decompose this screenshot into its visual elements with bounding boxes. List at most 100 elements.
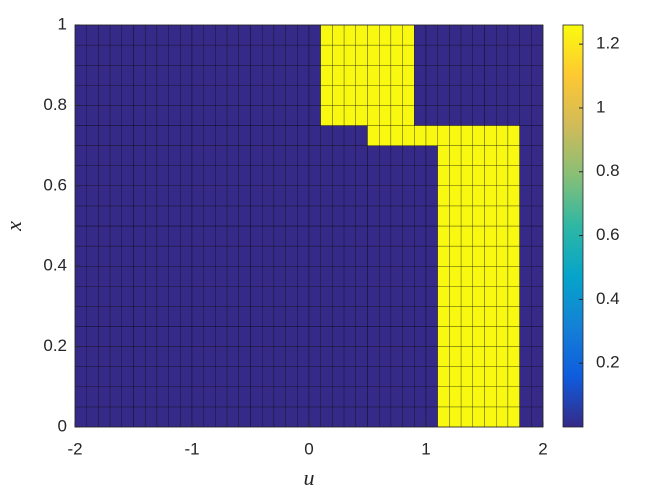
- cell: [343, 125, 357, 146]
- cell: [343, 245, 357, 267]
- cell: [203, 85, 216, 106]
- cell: [273, 306, 286, 327]
- cell: [168, 346, 181, 367]
- cell: [390, 85, 403, 106]
- cell: [226, 165, 240, 186]
- cell: [144, 245, 158, 267]
- cell: [531, 24, 544, 46]
- cell: [191, 326, 204, 347]
- cell: [402, 64, 415, 86]
- cell: [507, 44, 520, 66]
- cell: [203, 386, 216, 408]
- cell: [109, 44, 122, 66]
- cell: [144, 386, 158, 408]
- cell: [250, 266, 263, 287]
- cell: [402, 225, 415, 247]
- cell: [320, 306, 333, 327]
- cell: [425, 326, 438, 347]
- cell: [425, 245, 438, 267]
- cell: [484, 145, 497, 166]
- cell: [320, 205, 333, 227]
- cell: [191, 145, 204, 166]
- cell: [74, 205, 87, 227]
- cell: [191, 225, 204, 247]
- cell: [98, 266, 111, 287]
- cell: [390, 225, 403, 247]
- cell: [355, 326, 368, 347]
- cell: [109, 306, 122, 327]
- cell: [320, 346, 333, 367]
- cell: [531, 326, 544, 347]
- cell: [215, 366, 228, 388]
- cell: [86, 286, 99, 307]
- cell: [74, 245, 87, 267]
- cell: [86, 125, 99, 146]
- cell: [250, 64, 263, 86]
- cell: [414, 64, 427, 86]
- cell: [472, 165, 485, 186]
- cell: [74, 306, 87, 327]
- cell: [437, 406, 450, 428]
- cell: [109, 145, 122, 166]
- cell: [203, 125, 216, 146]
- cell: [472, 266, 485, 287]
- cell: [156, 245, 169, 267]
- cell: [226, 205, 240, 227]
- cell: [519, 105, 532, 126]
- cell: [168, 386, 181, 408]
- cell: [180, 225, 193, 247]
- cell: [414, 386, 427, 408]
- cell: [460, 225, 474, 247]
- cell: [191, 346, 204, 367]
- cell: [402, 24, 415, 46]
- cell: [355, 85, 368, 106]
- cell: [332, 105, 345, 126]
- colorbar-tick-label: 1: [596, 97, 605, 116]
- cell: [484, 406, 497, 428]
- cell: [297, 366, 310, 388]
- cell: [425, 406, 438, 428]
- cell: [519, 64, 532, 86]
- cell: [460, 366, 474, 388]
- cell: [156, 24, 169, 46]
- cell: [437, 185, 450, 207]
- cell: [144, 85, 158, 106]
- cell: [472, 145, 485, 166]
- cell: [203, 185, 216, 207]
- cell: [215, 64, 228, 86]
- cell: [519, 386, 532, 408]
- cell: [355, 266, 368, 287]
- cell: [297, 165, 310, 186]
- cell: [390, 205, 403, 227]
- cell: [460, 165, 474, 186]
- cell: [449, 306, 462, 327]
- cell: [437, 225, 450, 247]
- cell: [285, 105, 298, 126]
- cell: [367, 306, 380, 327]
- cell: [507, 366, 520, 388]
- cell: [121, 266, 134, 287]
- cell: [425, 266, 438, 287]
- cell: [460, 245, 474, 267]
- cell: [379, 24, 392, 46]
- cell: [191, 105, 204, 126]
- cell: [449, 286, 462, 307]
- cell: [519, 406, 532, 428]
- cell: [507, 85, 520, 106]
- cell: [144, 225, 158, 247]
- cell: [519, 326, 532, 347]
- cell: [390, 406, 403, 428]
- cell: [226, 266, 240, 287]
- cell: [390, 44, 403, 66]
- cell: [250, 44, 263, 66]
- cell: [531, 185, 544, 207]
- cell: [437, 366, 450, 388]
- cell: [496, 85, 509, 106]
- cell: [355, 245, 368, 267]
- cell: [109, 225, 122, 247]
- cell: [460, 145, 474, 166]
- cell: [144, 64, 158, 86]
- cell: [74, 346, 87, 367]
- cell: [484, 225, 497, 247]
- cell: [449, 386, 462, 408]
